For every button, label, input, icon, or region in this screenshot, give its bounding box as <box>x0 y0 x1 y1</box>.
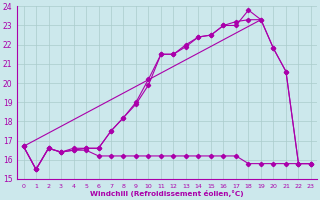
X-axis label: Windchill (Refroidissement éolien,°C): Windchill (Refroidissement éolien,°C) <box>91 190 244 197</box>
